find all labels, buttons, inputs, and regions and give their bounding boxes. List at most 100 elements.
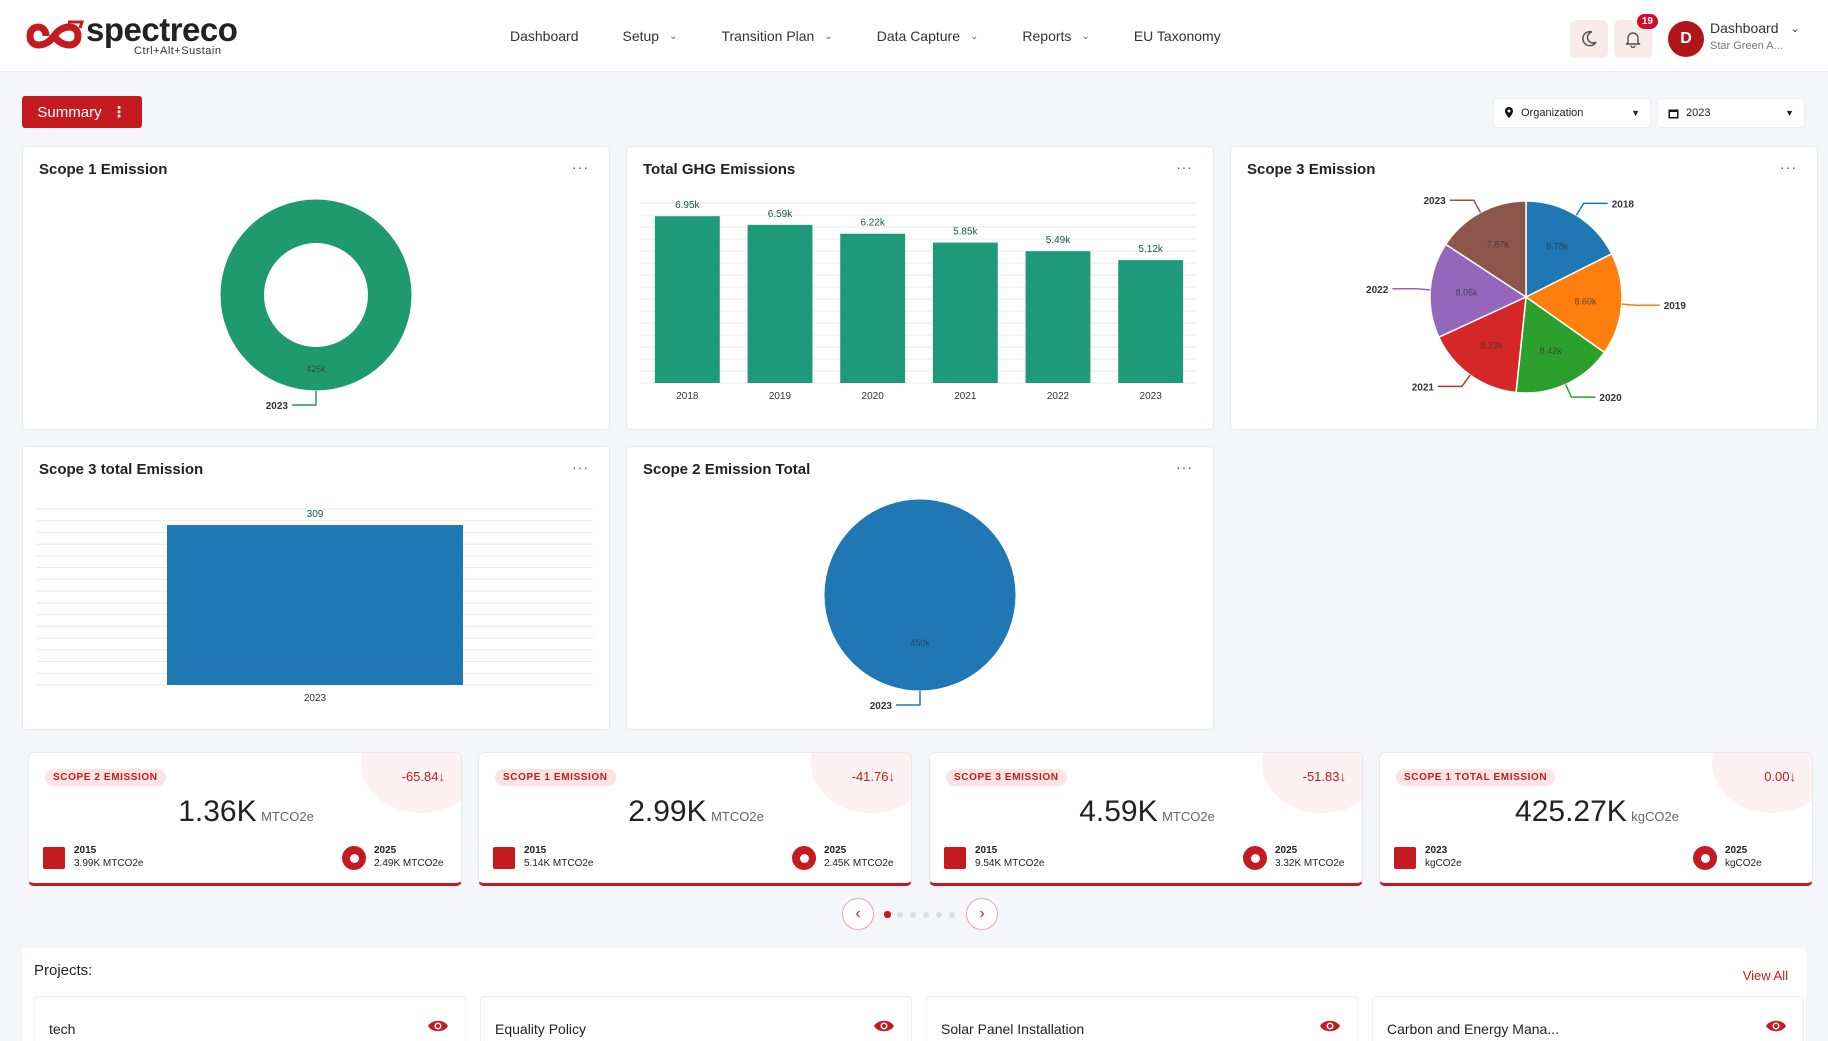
location-pin-icon	[1505, 107, 1513, 118]
project-card[interactable]: Carbon and Energy Mana...	[1372, 996, 1804, 1041]
eye-icon[interactable]	[1319, 1019, 1341, 1033]
bar-value-label: 5.12k	[1138, 244, 1163, 255]
baseline-value: 5.14K MTCO2e	[524, 858, 594, 869]
projects-title: Projects:	[34, 962, 93, 979]
baseline-square-icon	[43, 847, 65, 869]
leader-line	[1437, 374, 1471, 388]
notifications-button[interactable]: 19	[1614, 14, 1658, 58]
top-navbar: spectreco Ctrl+Alt+Sustain Dashboard Set…	[0, 0, 1828, 72]
target-year: 2025	[824, 845, 847, 856]
total-ghg-bar-chart: 6.95k 2018 6.59k 2019 6.22k 2020 5.85k 2021 5.49…	[641, 200, 1197, 402]
card-menu-button[interactable]: ···	[572, 459, 589, 475]
kpi-card-scope2: SCOPE 2 EMISSION -65.84↓ 1.36K MTCO2e 20…	[28, 752, 462, 886]
slice-category-label: 2023	[870, 701, 893, 712]
target-circle-icon	[342, 846, 366, 870]
carousel-dot[interactable]	[910, 912, 916, 918]
slice-category-label: 2020	[1599, 393, 1622, 404]
avatar[interactable]: D	[1668, 21, 1704, 57]
kpi-card-scope3: SCOPE 3 EMISSION -51.83↓ 4.59K MTCO2e 20…	[929, 752, 1363, 886]
project-name: tech	[49, 1021, 76, 1037]
nav-label: Transition Plan	[721, 28, 815, 44]
bar	[747, 224, 813, 383]
moon-icon	[1582, 30, 1597, 47]
carousel-dot[interactable]	[923, 912, 929, 918]
kpi-change: -41.76↓	[852, 769, 895, 784]
baseline-value: kgCO2e	[1425, 858, 1462, 869]
scope3-total-bar-chart: 309 2023	[37, 508, 593, 704]
slice-value-label: 7.87k	[1487, 240, 1510, 250]
nav-transition-plan[interactable]: Transition Plan ⌄	[721, 28, 832, 44]
slice-value-label: 8.23k	[1480, 340, 1503, 350]
carousel-prev-button[interactable]: ‹	[842, 898, 874, 930]
carousel-dot[interactable]	[949, 912, 955, 918]
project-card[interactable]: Solar Panel Installation	[926, 996, 1358, 1041]
user-organization: Star Green A...	[1710, 40, 1783, 52]
card-menu-button[interactable]: ···	[1176, 459, 1193, 475]
card-menu-button[interactable]: ···	[1780, 159, 1797, 175]
project-name: Carbon and Energy Mana...	[1387, 1021, 1559, 1037]
kpi-change: 0.00↓	[1764, 769, 1796, 784]
kpi-change-value: -41.76	[851, 769, 889, 784]
scope2-pie-chart: 450k 2023	[823, 498, 1017, 712]
baseline-year: 2015	[524, 845, 547, 856]
slice-category-label: 2023	[266, 401, 289, 412]
nav-label: Setup	[622, 28, 660, 44]
brand-logo[interactable]: spectreco Ctrl+Alt+Sustain	[24, 11, 238, 60]
summary-button[interactable]: Summary ⋮	[22, 96, 142, 128]
carousel-dot[interactable]	[884, 911, 891, 918]
baseline-value: 9.54K MTCO2e	[975, 858, 1045, 869]
dark-mode-toggle[interactable]	[1570, 20, 1608, 58]
brand-name: spectreco	[86, 11, 238, 48]
kpi-change-value: 0.00	[1764, 769, 1790, 784]
slice-category-label: 2022	[1366, 285, 1389, 296]
carousel-next-button[interactable]: ›	[966, 898, 998, 930]
bar-value-label: 5.85k	[953, 227, 978, 238]
nav-data-capture[interactable]: Data Capture ⌄	[877, 28, 979, 44]
nav-eu-taxonomy[interactable]: EU Taxonomy	[1134, 28, 1221, 44]
leader-line	[292, 391, 317, 406]
donut-hole	[264, 243, 368, 347]
project-card[interactable]: tech	[34, 996, 466, 1041]
pie-slice	[1515, 295, 1606, 394]
infinity-logo-icon	[26, 20, 85, 49]
kpi-unit: MTCO2e	[261, 809, 314, 824]
project-card[interactable]: Equality Policy	[480, 996, 912, 1041]
kpi-label: SCOPE 2 EMISSION	[45, 769, 166, 786]
eye-icon[interactable]	[873, 1019, 895, 1033]
organization-select[interactable]: Organization ▼	[1493, 98, 1651, 128]
nav-reports[interactable]: Reports ⌄	[1022, 28, 1089, 44]
nav-label: Data Capture	[876, 28, 961, 44]
card-title: Total GHG Emissions	[643, 161, 796, 178]
card-title: Scope 2 Emission Total	[643, 461, 811, 478]
view-all-link[interactable]: View All	[1742, 968, 1788, 983]
leader-line	[1575, 202, 1608, 216]
chevron-down-icon: ⌄	[970, 30, 979, 42]
kpi-unit: MTCO2e	[1162, 809, 1215, 824]
carousel-dot[interactable]	[897, 912, 903, 918]
caret-down-icon: ▼	[1631, 108, 1640, 118]
user-menu[interactable]: Dashboard ⌄ Star Green A...	[1710, 20, 1800, 52]
baseline-square-icon	[493, 847, 515, 869]
bell-icon	[1625, 32, 1641, 48]
card-menu-button[interactable]: ···	[572, 159, 589, 175]
carousel-dot[interactable]	[936, 912, 942, 918]
chevron-down-icon: ⌄	[824, 30, 833, 42]
eye-icon[interactable]	[427, 1019, 449, 1033]
scope3-pie-chart: 8.78k 2018 8.60k 2019 8.42k 2020 8.23k 2021 8.05…	[1366, 196, 1686, 404]
caret-down-icon: ▼	[1785, 108, 1794, 118]
leader-line	[1564, 384, 1596, 398]
eye-icon[interactable]	[1765, 1019, 1787, 1033]
bar-value-label: 6.95k	[675, 200, 700, 211]
slice-value-label: 8.78k	[1546, 241, 1569, 251]
x-tick-label: 2018	[676, 391, 699, 402]
x-tick-label: 2021	[954, 391, 977, 402]
nav-setup[interactable]: Setup ⌄	[623, 28, 678, 44]
nav-dashboard[interactable]: Dashboard	[510, 28, 579, 44]
target-value: 3.32K MTCO2e	[1275, 858, 1345, 869]
target-value: 2.49K MTCO2e	[374, 858, 444, 869]
leader-line	[1449, 199, 1482, 213]
year-select[interactable]: 2023 ▼	[1657, 98, 1805, 128]
bar	[654, 216, 720, 383]
slice-value-label: 8.60k	[1574, 296, 1597, 306]
card-menu-button[interactable]: ···	[1176, 159, 1193, 175]
